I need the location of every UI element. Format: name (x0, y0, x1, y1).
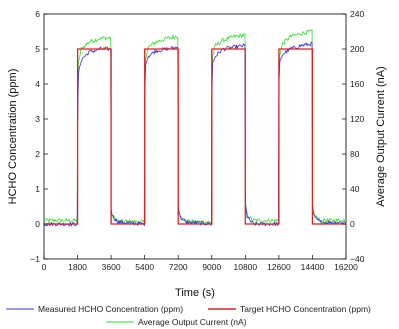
x-tick-label: 0 (42, 262, 47, 272)
y-tick-label-left: 4 (35, 79, 40, 89)
series-line-0 (43, 41, 346, 227)
plot-area (43, 13, 347, 260)
x-tick-label: 5400 (135, 262, 154, 272)
series-line-2 (43, 29, 347, 225)
legend-label-measured: Measured HCHO Concentration (ppm) (38, 304, 183, 314)
y-tick-label-right: −40 (350, 254, 365, 264)
y-tick-label-right: 120 (350, 114, 364, 124)
y-tick-label-left: 2 (35, 149, 40, 159)
x-tick-label: 12600 (267, 262, 291, 272)
y-tick-label-left: 1 (35, 184, 40, 194)
y-tick-label-left: 3 (35, 114, 40, 124)
y-tick-label-right: 160 (350, 79, 364, 89)
x-tick-label: 9000 (202, 262, 221, 272)
y-tick-label-left: −1 (30, 254, 40, 264)
y-axis-label-right: Average Output Current (nA) (375, 66, 387, 206)
y-tick-label-right: 40 (350, 184, 360, 194)
x-tick-label: 3600 (102, 262, 121, 272)
y-tick-label-left: 5 (35, 44, 40, 54)
ticks-layer: 0 1800 3600 5400 7200 9000 10800 12600 14400 1620… (30, 9, 364, 272)
x-tick-label: 7200 (169, 262, 188, 272)
plot-frame (43, 13, 347, 260)
legend-label-current: Average Output Current (nA) (138, 317, 247, 327)
y-tick-label-right: 0 (350, 219, 355, 229)
legend: Measured HCHO Concentration (ppm) Target… (6, 304, 371, 327)
x-tick-label: 14400 (301, 262, 325, 272)
series-line-1 (44, 48, 346, 225)
y-tick-label-right: 240 (350, 9, 364, 19)
y-tick-label-left: 6 (35, 9, 40, 19)
y-tick-label-left: 0 (35, 219, 40, 229)
legend-label-target: Target HCHO Concentration (ppm) (240, 304, 371, 314)
x-tick-label: 16200 (334, 262, 358, 272)
x-tick-label: 10800 (234, 262, 258, 272)
y-axis-label-left: HCHO Concentration (ppm) (7, 69, 19, 205)
y-tick-label-right: 80 (350, 149, 360, 159)
x-axis-label: Time (s) (175, 287, 215, 299)
x-tick-label: 1800 (68, 262, 87, 272)
y-tick-label-right: 200 (350, 44, 364, 54)
series-layer (43, 29, 347, 227)
